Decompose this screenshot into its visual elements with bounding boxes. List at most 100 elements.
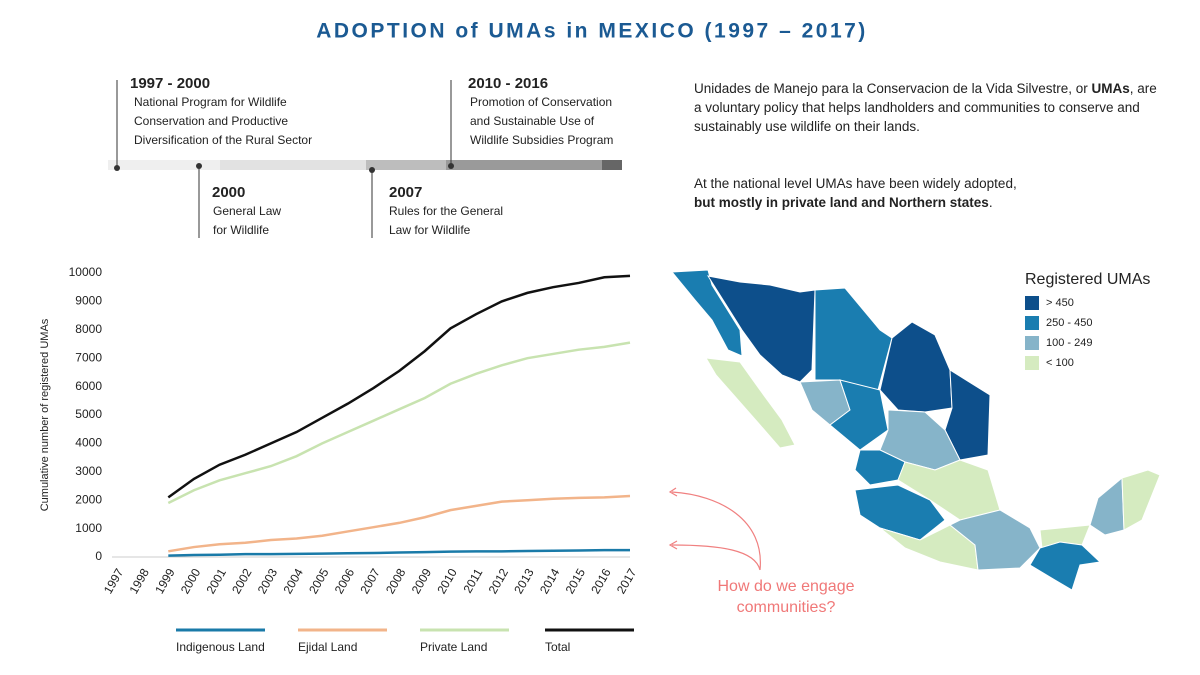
x-tick-label: 2006 [332, 566, 358, 596]
region [854, 484, 946, 541]
x-tick-label: 2013 [511, 566, 537, 596]
y-tick-label: 8000 [75, 322, 102, 336]
y-tick-label: 5000 [75, 407, 102, 421]
annotation-arrow [671, 491, 761, 571]
legend-label: < 100 [1046, 357, 1074, 369]
y-tick-label: 9000 [75, 294, 102, 308]
legend-label: 250 - 450 [1046, 317, 1092, 329]
timeline-text: for Wildlife [213, 223, 269, 237]
title: ADOPTION of UMAs in MEXICO (1997 – 2017) [316, 20, 868, 43]
timeline-text: Law for Wildlife [389, 223, 471, 237]
timeline-dot [196, 163, 202, 169]
timeline-period: 2010 - 2016 [468, 75, 548, 92]
timeline-dot [369, 167, 375, 173]
timeline-text: and Sustainable Use of [470, 114, 595, 128]
text: , are a voluntary policy that helps land… [694, 81, 1157, 134]
x-tick-label: 1999 [152, 566, 178, 596]
x-tick-label: 2009 [409, 566, 435, 596]
timeline-bar [366, 160, 446, 170]
x-tick-label: 2008 [383, 566, 409, 596]
region [1121, 469, 1161, 531]
region [705, 357, 796, 449]
y-tick-label: 2000 [75, 492, 102, 506]
timeline-period: 1997 - 2000 [130, 75, 210, 92]
timeline-text: Conservation and Productive [134, 114, 288, 128]
legend-title: Registered UMAs [1025, 271, 1150, 288]
timeline-text: Rules for the General [389, 204, 503, 218]
x-tick-label: 2015 [563, 566, 589, 596]
map [670, 269, 1161, 591]
timeline-bar [602, 160, 622, 170]
description: At the national level UMAs have been wid… [694, 174, 1164, 212]
y-tick-label: 4000 [75, 436, 102, 450]
timeline-text: National Program for Wildlife [134, 95, 287, 109]
x-tick-label: 2002 [229, 566, 255, 596]
series-line [167, 274, 631, 499]
legend-label: 100 - 249 [1046, 337, 1092, 349]
annotation: How do we engage [718, 578, 855, 595]
text: Unidades de Manejo para la Conservacion … [694, 81, 1092, 96]
region [670, 269, 743, 357]
series-line [168, 548, 630, 557]
annotation-arrow [671, 544, 761, 571]
description: Unidades de Manejo para la Conservacion … [694, 79, 1164, 136]
y-tick-label: 1000 [75, 521, 102, 535]
legend-label: > 450 [1046, 297, 1074, 309]
legend-label: Indigenous Land [176, 640, 265, 654]
legend-swatch [1025, 356, 1039, 370]
y-tick-label: 6000 [75, 379, 102, 393]
timeline-text: Diversification of the Rural Sector [134, 133, 312, 147]
x-tick-label: 2005 [306, 566, 332, 596]
region [1089, 476, 1125, 536]
region [814, 287, 893, 391]
x-tick-label: 2014 [537, 566, 563, 596]
timeline-text: Wildlife Subsidies Program [470, 133, 613, 147]
timeline-bar [446, 160, 602, 170]
y-tick-label: 7000 [75, 350, 102, 364]
x-tick-label: 2011 [460, 566, 485, 596]
x-tick-label: 2000 [178, 566, 204, 596]
y-axis-label: Cumulative number of registered UMAs [39, 318, 51, 511]
annotation: communities? [737, 599, 836, 616]
legend-label: Private Land [420, 640, 487, 654]
legend-swatch [1025, 336, 1039, 350]
arrow-head [668, 540, 678, 550]
x-tick-label: 2017 [614, 566, 640, 596]
x-tick-label: 2016 [588, 566, 614, 596]
timeline-dot [114, 165, 120, 171]
text: At the national level UMAs have been wid… [694, 176, 1017, 191]
region [706, 275, 816, 383]
timeline-text: General Law [213, 204, 281, 218]
legend-swatch [1025, 316, 1039, 330]
text: . [988, 195, 993, 210]
legend-label: Ejidal Land [298, 640, 357, 654]
x-tick-label: 2004 [280, 566, 306, 596]
timeline-dot [448, 163, 454, 169]
x-tick-label: 2007 [357, 566, 383, 596]
timeline-bar [220, 160, 366, 170]
arrow-head [668, 487, 678, 497]
y-tick-label: 3000 [75, 464, 102, 478]
region [879, 321, 953, 413]
timeline-bar [108, 160, 220, 170]
x-tick-label: 2010 [434, 566, 460, 596]
x-tick-label: 2001 [203, 566, 229, 596]
legend-label: Total [545, 640, 570, 654]
y-tick-label: 10000 [69, 265, 103, 279]
x-tick-label: 1998 [127, 566, 153, 596]
x-tick-label: 2003 [255, 566, 281, 596]
timeline-text: Promotion of Conservation [470, 95, 612, 109]
text-bold: but mostly in private land and Northern … [694, 195, 989, 210]
legend-swatch [1025, 296, 1039, 310]
timeline-period: 2000 [212, 184, 245, 201]
series-line [167, 341, 631, 505]
text-bold: UMAs [1091, 81, 1130, 96]
timeline-period: 2007 [389, 184, 422, 201]
y-tick-label: 0 [95, 549, 102, 563]
x-tick-label: 1997 [101, 566, 127, 596]
region [1029, 541, 1102, 591]
x-tick-label: 2012 [486, 566, 512, 596]
series-line [168, 494, 631, 553]
